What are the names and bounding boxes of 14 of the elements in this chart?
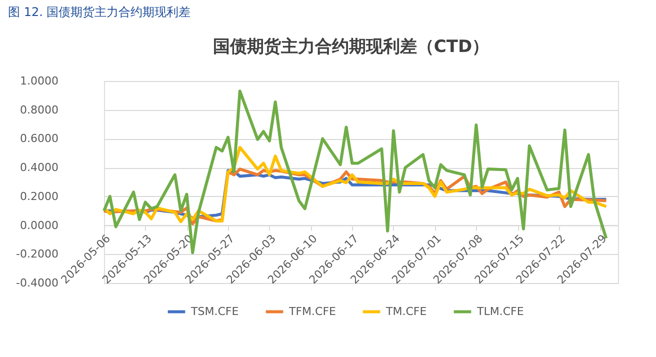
y-tick-label: 0.6000 <box>20 132 58 146</box>
y-tick-label: 0.2000 <box>20 190 58 203</box>
y-tick-label: -0.4000 <box>16 276 58 290</box>
y-tick-label: 1.0000 <box>20 74 58 88</box>
y-tick-label: 0.0000 <box>20 218 58 232</box>
legend-label: TM.CFE <box>385 304 427 318</box>
legend-label: TFM.CFE <box>288 304 336 318</box>
legend-label: TLM.CFE <box>476 304 524 318</box>
y-tick-label: 0.8000 <box>20 103 58 116</box>
chart-title: 国债期货主力合约期现利差（CTD） <box>212 37 490 57</box>
y-tick-label: 0.4000 <box>20 161 58 174</box>
legend-label: TSM.CFE <box>190 304 239 318</box>
caption: 图 12. 国债期货主力合约期现利差 <box>8 5 191 19</box>
y-tick-label: -0.2000 <box>16 248 58 261</box>
